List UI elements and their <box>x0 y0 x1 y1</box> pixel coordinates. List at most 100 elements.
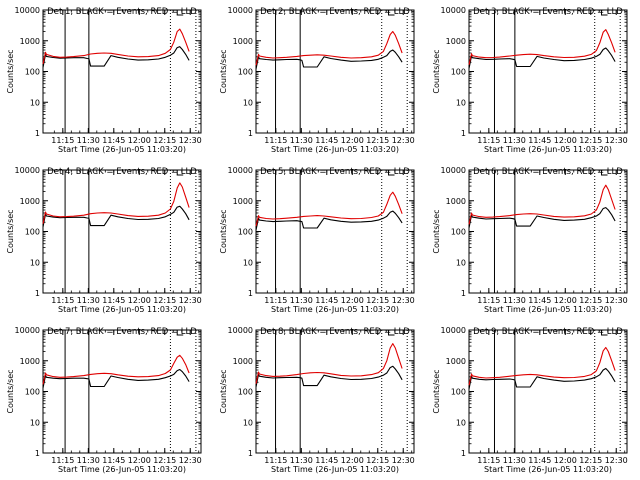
time-bracket-marker <box>388 170 395 176</box>
y-axis-label: Counts/sec <box>432 369 441 413</box>
y-axis-label: Counts/sec <box>432 209 441 253</box>
x-tick-label: 12:30 <box>605 136 628 145</box>
y-tick-label: 10 <box>456 418 466 427</box>
x-tick-label: 11:15 <box>264 456 287 465</box>
y-tick-label: 10 <box>243 258 253 267</box>
time-bracket-marker <box>388 330 395 336</box>
detector-panel-1: 1 10 100 1000 10000 11:15 11:30 11:45 12:00 12:15… <box>6 6 202 154</box>
series-line-events <box>468 207 616 229</box>
y-tick-label: 100 <box>25 388 40 397</box>
y-tick-label: 100 <box>238 68 253 77</box>
y-tick-label: 1000 <box>20 357 40 366</box>
y-tick-label: 10000 <box>441 6 466 15</box>
x-axis-label: Start Time (26-Jun-05 11:03:20) <box>271 145 399 154</box>
x-tick-label: 11:15 <box>477 456 500 465</box>
y-tick-label: 10000 <box>228 6 253 15</box>
y-tick-label: 10 <box>456 98 466 107</box>
y-tick-label: 1000 <box>446 197 466 206</box>
y-axis-label: Counts/sec <box>219 209 228 253</box>
y-axis-label: Counts/sec <box>219 369 228 413</box>
x-tick-label: 11:45 <box>528 456 551 465</box>
time-bracket-marker <box>601 330 608 336</box>
y-tick-label: 10 <box>243 418 253 427</box>
x-tick-label: 12:30 <box>179 136 202 145</box>
series-line-lld <box>255 30 403 66</box>
x-tick-label: 12:30 <box>392 296 415 305</box>
x-tick-label: 11:45 <box>315 136 338 145</box>
x-tick-label: 11:45 <box>528 296 551 305</box>
y-tick-label: 10000 <box>15 326 40 335</box>
x-tick-label: 12:00 <box>341 136 364 145</box>
x-tick-label: 11:15 <box>264 136 287 145</box>
time-bracket-marker <box>601 170 608 176</box>
series-line-lld <box>42 354 190 385</box>
y-tick-label: 10 <box>30 258 40 267</box>
x-tick-label: 12:30 <box>179 296 202 305</box>
plot-frame <box>255 9 415 134</box>
x-axis-label: Start Time (26-Jun-05 11:03:20) <box>484 305 612 314</box>
y-tick-label: 1 <box>461 289 466 298</box>
y-tick-label: 10000 <box>441 326 466 335</box>
x-axis-label: Start Time (26-Jun-05 11:03:20) <box>58 145 186 154</box>
x-tick-label: 12:30 <box>605 456 628 465</box>
x-tick-label: 12:15 <box>153 296 176 305</box>
x-tick-label: 12:00 <box>128 296 151 305</box>
y-tick-label: 10 <box>243 98 253 107</box>
x-tick-label: 12:15 <box>366 456 389 465</box>
y-tick-label: 100 <box>238 228 253 237</box>
x-tick-label: 12:00 <box>341 456 364 465</box>
x-axis-label: Start Time (26-Jun-05 11:03:20) <box>58 465 186 474</box>
x-tick-label: 12:00 <box>554 456 577 465</box>
series-line-events <box>255 49 403 70</box>
y-tick-label: 10 <box>30 418 40 427</box>
x-tick-label: 12:15 <box>579 296 602 305</box>
x-tick-label: 11:30 <box>290 296 313 305</box>
y-axis-label: Counts/sec <box>432 49 441 93</box>
y-tick-label: 1 <box>248 449 253 458</box>
panel-title: Det 3, BLACK = Events, RED = LLD <box>473 7 623 17</box>
y-tick-label: 1 <box>461 449 466 458</box>
x-tick-label: 11:45 <box>315 296 338 305</box>
detector-panel-4: 1 10 100 1000 10000 11:15 11:30 11:45 12:00 12:15… <box>6 166 202 314</box>
series-line-lld <box>468 184 616 225</box>
y-tick-label: 10 <box>456 258 466 267</box>
panel-title: Det 8, BLACK = Events, RED = LLD <box>260 327 410 337</box>
detector-panel-5: 1 10 100 1000 10000 11:15 11:30 11:45 12:00 12:15… <box>219 166 415 314</box>
time-bracket-marker <box>176 10 184 16</box>
x-tick-label: 12:30 <box>605 296 628 305</box>
y-axis-label: Counts/sec <box>6 369 15 413</box>
plot-frame <box>468 329 628 454</box>
series-line-events <box>255 210 403 231</box>
y-tick-label: 10000 <box>15 6 40 15</box>
panel-title: Det 7, BLACK = Events, RED = LLD <box>47 327 197 337</box>
x-tick-label: 11:30 <box>77 136 100 145</box>
time-bracket-marker <box>176 330 184 336</box>
time-bracket-marker <box>601 10 608 16</box>
detector-panel-9: 1 10 100 1000 10000 11:15 11:30 11:45 12:00 12:15… <box>432 326 628 474</box>
panel-title: Det 1, BLACK = Events, RED = LLD <box>47 7 197 17</box>
detector-panel-2: 1 10 100 1000 10000 11:15 11:30 11:45 12:00 12:15… <box>219 6 415 154</box>
x-tick-label: 11:30 <box>503 136 526 145</box>
x-tick-label: 11:15 <box>477 136 500 145</box>
x-tick-label: 11:45 <box>102 296 125 305</box>
series-line-events <box>42 368 190 389</box>
y-axis-label: Counts/sec <box>219 49 228 93</box>
plot-frame <box>468 9 628 134</box>
y-tick-label: 100 <box>451 388 466 397</box>
plot-frame <box>42 9 202 134</box>
x-tick-label: 12:00 <box>128 456 151 465</box>
y-tick-label: 1 <box>461 129 466 138</box>
series-line-lld <box>468 346 616 386</box>
y-tick-label: 1 <box>248 129 253 138</box>
y-tick-label: 1000 <box>233 357 253 366</box>
y-tick-label: 10000 <box>15 166 40 175</box>
x-tick-label: 11:30 <box>503 296 526 305</box>
x-tick-label: 12:15 <box>153 456 176 465</box>
y-tick-label: 1000 <box>233 37 253 46</box>
panel-title: Det 4, BLACK = Events, RED = LLD <box>47 167 197 177</box>
y-tick-label: 1 <box>35 129 40 138</box>
y-tick-label: 1000 <box>20 197 40 206</box>
x-tick-label: 11:15 <box>51 456 74 465</box>
x-tick-label: 11:30 <box>77 296 100 305</box>
